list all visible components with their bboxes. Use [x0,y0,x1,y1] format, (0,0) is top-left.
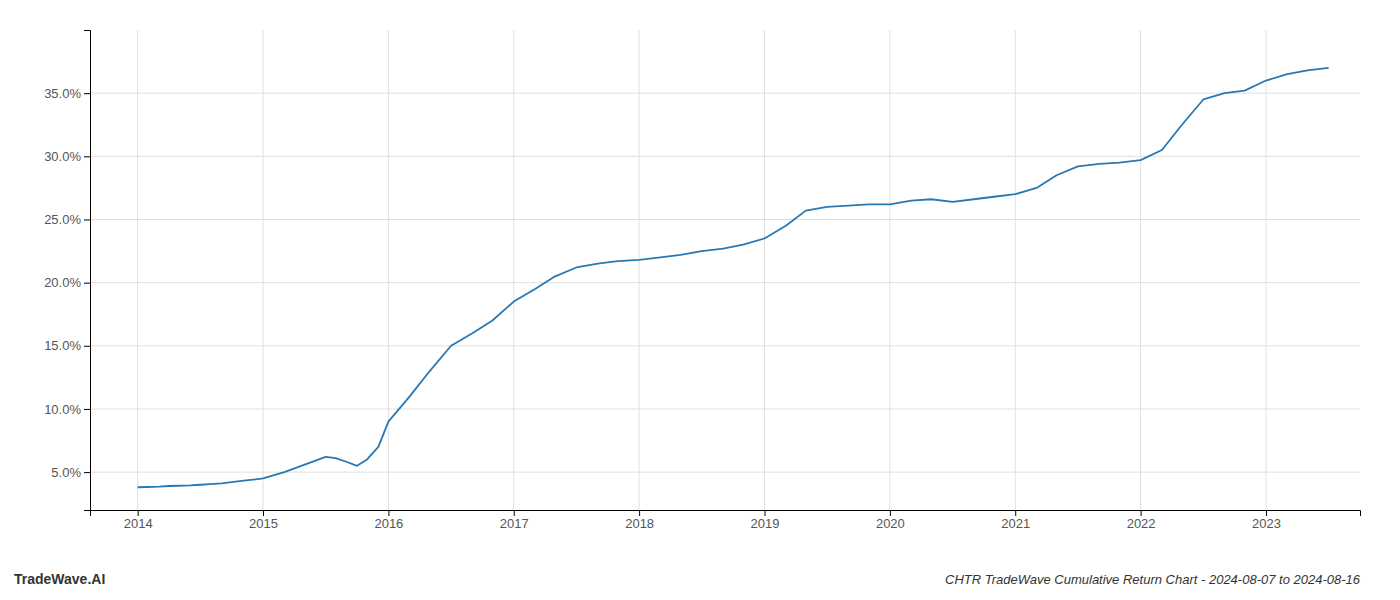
tick: 2015 [249,510,278,531]
tick-mark [84,346,90,347]
tick-mark [84,93,90,94]
tick-label: 25.0% [44,212,81,227]
grid-line [90,219,1360,220]
grid [90,30,1360,510]
grid-line [1265,30,1266,510]
tick-mark [84,219,90,220]
tick: 2023 [1252,510,1281,531]
grid-line [1015,30,1016,510]
tick-label: 2023 [1252,516,1281,531]
line [138,68,1329,487]
tick-mark [84,409,90,410]
grid-line [1140,30,1141,510]
tick-label: 2019 [751,516,780,531]
plot-area [138,68,1329,487]
tick-label: 20.0% [44,275,81,290]
chart: 2014 2015 2016 2017 2018 2019 2020 2021 2022 2023… [0,0,1400,600]
tick: 2017 [500,510,529,531]
tick-label: 2016 [374,516,403,531]
axis-line [91,511,1361,517]
tick-label: 2014 [124,516,153,531]
grid-line [639,30,640,510]
tick-mark [84,472,90,473]
grid-line [90,282,1360,283]
tick-mark [639,510,640,516]
tick: 30.0% [44,149,90,164]
tick-label: 2021 [1001,516,1030,531]
tick-label: 2020 [876,516,905,531]
grid-line [90,345,1360,346]
tick-label: 5.0% [51,465,81,480]
tick: 2022 [1127,510,1156,531]
grid-line [90,156,1360,157]
tick-label: 10.0% [44,402,81,417]
tick-mark [263,510,264,516]
tick-label: 15.0% [44,338,81,353]
tick-label: 30.0% [44,149,81,164]
x-axis: 2014 2015 2016 2017 2018 2019 2020 2021 2022 2023 [91,510,1361,531]
tick: 2018 [625,510,654,531]
grid-line [388,30,389,510]
tick: 2014 [124,510,153,531]
tick-mark [1015,510,1016,516]
tick: 35.0% [44,86,90,101]
tick: 2021 [1001,510,1030,531]
tick-mark [764,510,765,516]
tick-mark [388,510,389,516]
tick: 15.0% [44,338,90,353]
tick-label: 2022 [1127,516,1156,531]
tick: 5.0% [51,465,90,480]
tick-mark [84,283,90,284]
tick-mark [890,510,891,516]
tick-label: 35.0% [44,86,81,101]
grid-line [513,30,514,510]
annotation: TradeWave.AI [14,571,105,587]
axis-line [84,31,91,511]
y-axis: 5.0% 10.0% 15.0% 20.0% 25.0% 30.0% 35.0% [44,31,90,511]
grid-line [90,408,1360,409]
title: CHTR TradeWave Cumulative Return Chart -… [945,572,1361,587]
tick-mark [84,156,90,157]
grid-line [90,93,1360,94]
grid-line [764,30,765,510]
tick: 2020 [876,510,905,531]
grid-line [137,30,138,510]
grid-line [889,30,890,510]
tick: 2019 [751,510,780,531]
tick-label: 2018 [625,516,654,531]
tick-mark [1141,510,1142,516]
tick: 20.0% [44,275,90,290]
tick: 10.0% [44,402,90,417]
grid-line [263,30,264,510]
tick-label: 2015 [249,516,278,531]
tick-mark [138,510,139,516]
tick-mark [514,510,515,516]
tick: 25.0% [44,212,90,227]
tick-label: 2017 [500,516,529,531]
tick-mark [1266,510,1267,516]
tick: 2016 [374,510,403,531]
